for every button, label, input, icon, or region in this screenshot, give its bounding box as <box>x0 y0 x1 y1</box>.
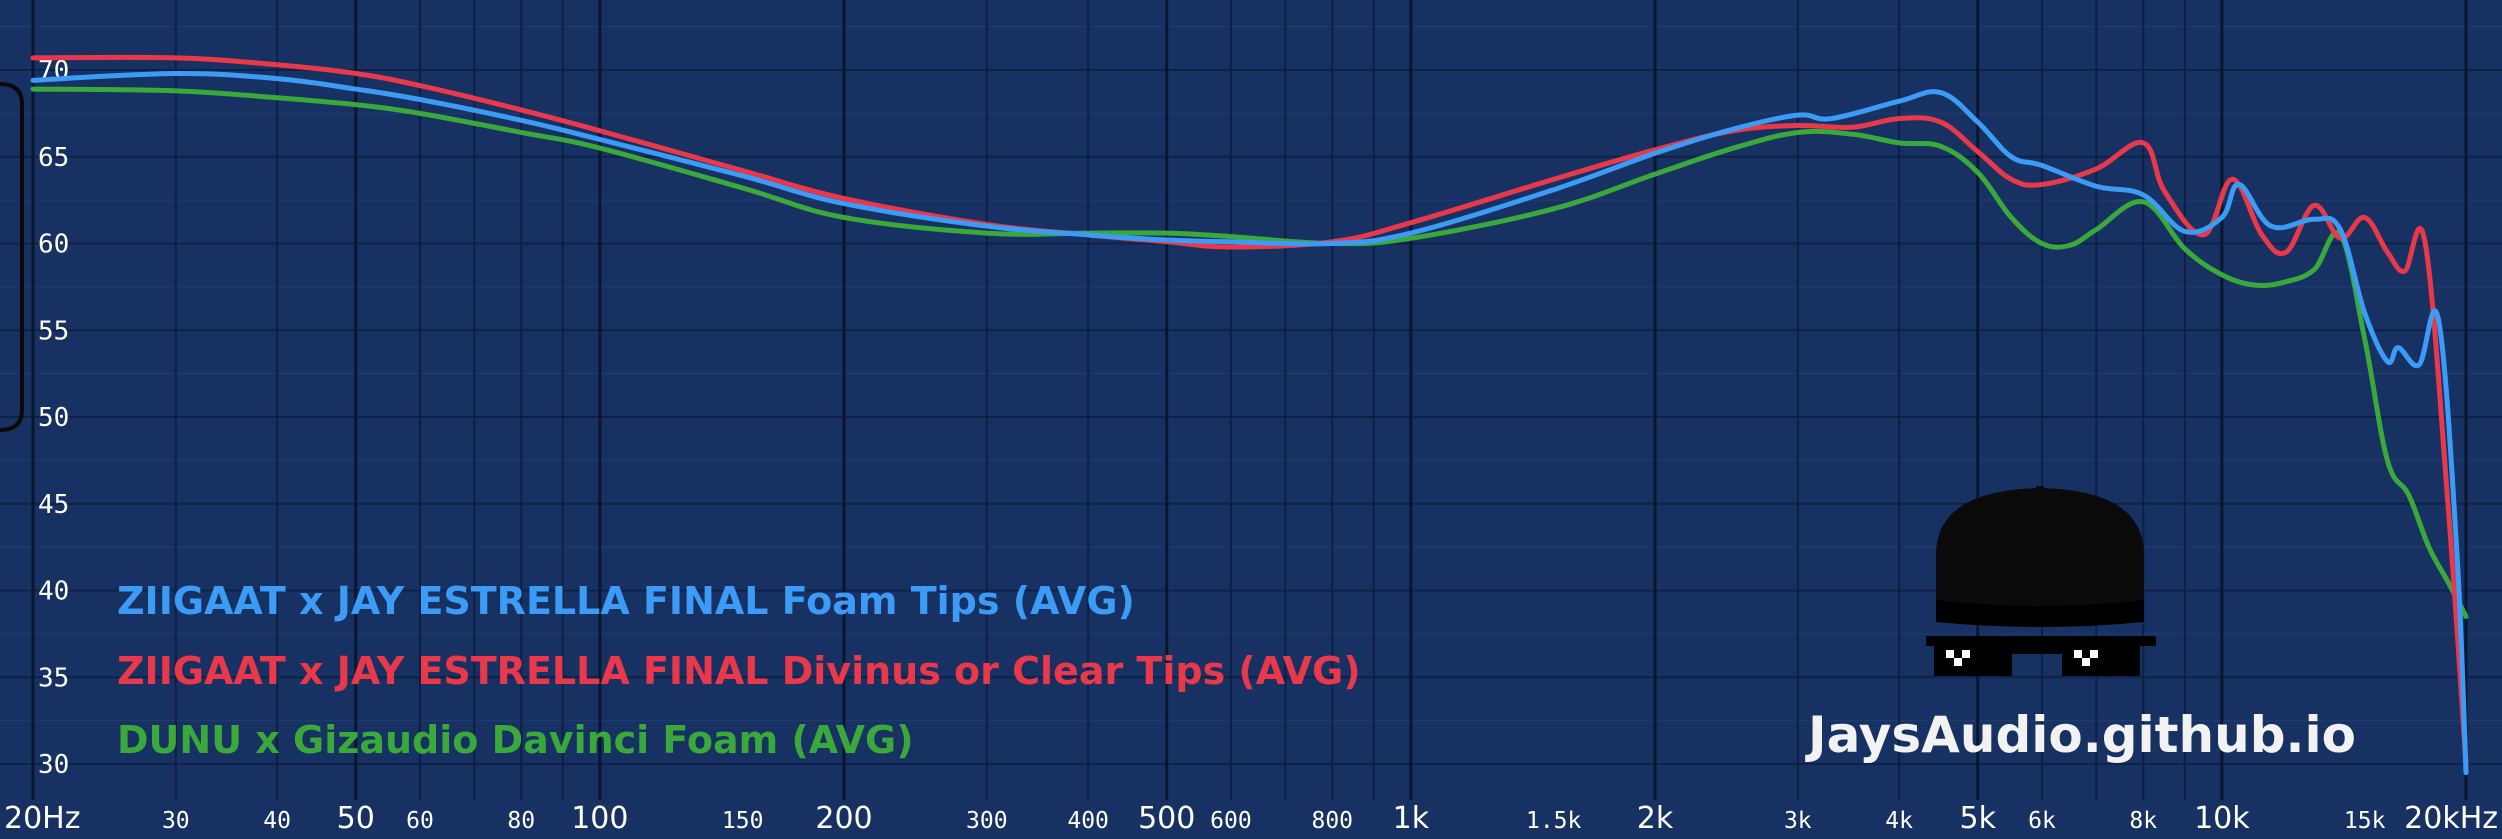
legend-entry-3: DUNU x Gizaudio Davinci Foam (AVG) <box>117 718 914 762</box>
x-tick-label: 3k <box>1784 808 1812 834</box>
legend-entry-variant: Foam Tips (AVG) <box>782 579 1135 623</box>
x-tick-label: 200 <box>815 801 872 836</box>
y-tick-label: 30 <box>38 750 69 780</box>
x-tick-label: 400 <box>1067 808 1109 834</box>
series-line-2 <box>30 54 2469 767</box>
x-tick-label: 300 <box>966 808 1008 834</box>
x-tick-label: 1k <box>1393 801 1430 836</box>
x-tick-label: 6k <box>2028 808 2056 834</box>
grid-lines <box>0 0 2502 800</box>
x-tick-label: 80 <box>507 808 535 834</box>
x-tick-label: 1.5k <box>1526 808 1582 834</box>
x-tick-label: 600 <box>1210 808 1252 834</box>
legend-entry-variant: Divinus or Clear Tips (AVG) <box>782 649 1361 693</box>
y-tick-label: 60 <box>38 230 69 260</box>
watermark-text: JaysAudio.github.io <box>1805 706 2356 764</box>
series-line-3 <box>30 86 2469 620</box>
x-tick-label: 20kHz <box>2404 801 2498 836</box>
x-tick-label: 5k <box>1959 801 1996 836</box>
hat-and-pixel-sunglasses-icon <box>1926 486 2156 676</box>
y-tick-label: 50 <box>38 403 69 433</box>
x-tick-label: 8k <box>2129 808 2157 834</box>
series-lines <box>30 54 2469 776</box>
x-tick-label: 15k <box>2344 808 2386 834</box>
x-tick-label: 30 <box>162 808 190 834</box>
x-tick-label: 2k <box>1637 801 1674 836</box>
x-tick-label: 60 <box>406 808 434 834</box>
x-axis: 20Hz 30 40 50 60 80 100 150 200 300 400 500 600 800 1k… <box>4 801 2498 836</box>
x-tick-label: 500 <box>1138 801 1195 836</box>
legend-entry-1: ZIIGAAT x JAY ESTRELLA FINAL Foam Tips (… <box>117 579 1135 623</box>
y-tick-label: 45 <box>38 490 69 520</box>
x-tick-label: 4k <box>1885 808 1913 834</box>
x-tick-label: 50 <box>337 801 375 836</box>
y-tick-label: 40 <box>38 577 69 607</box>
legend-entry-2: ZIIGAAT x JAY ESTRELLA FINAL Divinus or … <box>117 649 1361 693</box>
legend-entry-model: ZIIGAAT x JAY ESTRELLA FINAL <box>117 649 782 693</box>
y-tick-label: 65 <box>38 143 69 173</box>
legend-entry-model: ZIIGAAT x JAY ESTRELLA FINAL <box>117 579 782 623</box>
y-tick-label: 55 <box>38 316 69 346</box>
left-bracket-decoration <box>0 82 24 432</box>
y-tick-label: 35 <box>38 663 69 693</box>
x-tick-label: 800 <box>1311 808 1353 834</box>
legend: ZIIGAAT x JAY ESTRELLA FINAL Foam Tips (… <box>117 579 1361 762</box>
x-tick-label: 10k <box>2194 801 2250 836</box>
x-tick-label: 100 <box>571 801 628 836</box>
x-tick-label: 40 <box>263 808 291 834</box>
series-line-1 <box>30 70 2469 776</box>
x-tick-label: 20Hz <box>4 801 80 836</box>
x-tick-label: 150 <box>722 808 764 834</box>
